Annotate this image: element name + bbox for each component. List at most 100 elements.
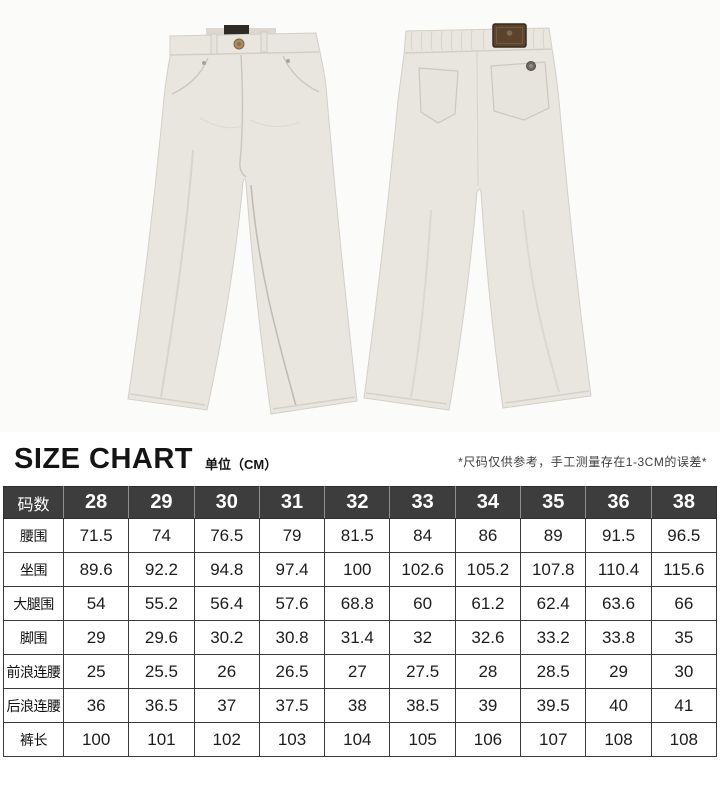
size-column-header: 38	[650, 486, 718, 519]
size-value-cell: 41	[650, 688, 718, 723]
size-value-cell: 63.6	[585, 586, 652, 621]
size-value-cell: 104	[324, 722, 391, 757]
medusa-button-center	[529, 64, 533, 68]
size-value-cell: 29.6	[128, 620, 195, 655]
size-table-head: 码数 28 29 30 31 32 33 34 35 36 38	[3, 486, 718, 519]
measurement-row: 前浪连腰 25 25.5 26 26.5 27 27.5 28 28.5 29 30	[3, 654, 718, 689]
measurement-row-label: 坐围	[3, 552, 64, 587]
size-value-cell: 61.2	[454, 586, 522, 621]
fly-seam	[239, 54, 247, 178]
size-value-cell: 29	[62, 620, 130, 655]
size-value-cell: 108	[650, 722, 718, 757]
center-back-seam	[476, 51, 479, 187]
front-pocket-left	[171, 57, 209, 95]
elastic-waistband-gathers	[410, 28, 545, 51]
size-value-cell: 55.2	[128, 586, 195, 621]
patch-inner-frame	[496, 27, 523, 44]
pants-product-image	[127, 23, 592, 415]
patch-emblem-icon	[506, 30, 513, 36]
back-pocket-right	[490, 61, 550, 121]
hem-stitch	[365, 392, 448, 405]
size-value-cell: 54	[62, 586, 130, 621]
size-value-cell: 30.8	[258, 620, 326, 655]
measurement-row-label: 前浪连腰	[3, 654, 64, 689]
size-value-cell: 40	[585, 688, 652, 723]
size-column-header: 33	[389, 486, 456, 519]
size-value-cell: 100	[62, 722, 130, 757]
size-value-cell: 33.2	[520, 620, 587, 655]
size-value-cell: 27	[324, 654, 391, 689]
size-value-cell: 37	[193, 688, 260, 723]
leg-crease	[160, 149, 194, 398]
size-value-cell: 94.8	[193, 552, 260, 587]
hem-stitch	[272, 396, 356, 410]
size-chart-table: 码数 28 29 30 31 32 33 34 35 36 38 腰围 71.5 74 76.5 79 81…	[3, 486, 718, 757]
size-value-cell: 26	[193, 654, 260, 689]
size-value-cell: 38.5	[389, 688, 456, 723]
size-column-header: 35	[520, 486, 587, 519]
size-value-cell: 33.8	[585, 620, 652, 655]
measurement-row-label: 裤长	[3, 722, 64, 757]
measurement-row: 大腿围 54 55.2 56.4 57.6 68.8 60 61.2 62.4 63.6 66	[3, 586, 718, 621]
measurement-row: 脚围 29 29.6 30.2 30.8 31.4 32 32.6 33.2 33.8 35	[3, 620, 718, 655]
size-value-cell: 105	[389, 722, 456, 757]
measurement-row-label: 腰围	[3, 518, 64, 553]
back-pocket-left	[418, 67, 459, 124]
size-value-cell: 68.8	[324, 586, 391, 621]
rivet-icon	[286, 59, 290, 63]
measurement-row-label: 脚围	[3, 620, 64, 655]
size-value-cell: 39	[454, 688, 522, 723]
size-value-cell: 29	[585, 654, 652, 689]
size-value-cell: 32	[389, 620, 456, 655]
wrinkle-line	[249, 119, 301, 128]
unit-label: 单位（CM）	[205, 456, 278, 472]
size-table-body: 腰围 71.5 74 76.5 79 81.5 84 86 89 91.5 96.5 坐围 89.6 92…	[3, 518, 718, 757]
size-value-cell: 110.4	[585, 552, 652, 587]
size-value-cell: 32.6	[454, 620, 522, 655]
size-value-cell: 37.5	[258, 688, 326, 723]
size-value-cell: 27.5	[389, 654, 456, 689]
belt-loop	[210, 33, 218, 55]
rivet-icon	[202, 61, 206, 65]
size-value-cell: 101	[128, 722, 195, 757]
front-pocket-right	[282, 55, 320, 93]
wrinkle-line	[199, 117, 243, 129]
size-value-cell: 84	[389, 518, 456, 553]
measurement-row: 裤长 100 101 102 103 104 105 106 107 108 108	[3, 722, 718, 757]
size-value-cell: 92.2	[128, 552, 195, 587]
measurement-row: 腰围 71.5 74 76.5 79 81.5 84 86 89 91.5 96.5	[3, 518, 718, 553]
belt-loop	[260, 31, 268, 53]
size-column-header: 36	[585, 486, 652, 519]
size-value-cell: 115.6	[650, 552, 718, 587]
size-value-cell: 105.2	[454, 552, 522, 587]
size-value-cell: 28.5	[520, 654, 587, 689]
size-value-cell: 107.8	[520, 552, 587, 587]
size-column-header: 29	[128, 486, 195, 519]
measurement-row: 后浪连腰 36 36.5 37 37.5 38 38.5 39 39.5 40 41	[3, 688, 718, 723]
size-value-cell: 106	[454, 722, 522, 757]
size-value-cell: 81.5	[324, 518, 391, 553]
size-column-header: 31	[258, 486, 326, 519]
hem-stitch	[504, 390, 590, 404]
size-value-cell: 89.6	[62, 552, 130, 587]
waistband-stitch	[169, 51, 320, 56]
size-value-cell: 31.4	[324, 620, 391, 655]
pants-back-photo	[363, 23, 592, 411]
size-value-cell: 66	[650, 586, 718, 621]
size-value-cell: 97.4	[258, 552, 326, 587]
pants-back-body	[363, 27, 592, 411]
size-column-header: 28	[62, 486, 130, 519]
size-chart-header: SIZE CHART 单位（CM） *尺码仅供参考，手工测量存在1-3CM的误差…	[0, 432, 720, 474]
size-value-cell: 74	[128, 518, 195, 553]
product-photo-section	[127, 23, 592, 415]
waistband-stitch	[404, 48, 553, 54]
size-chart-title: SIZE CHART	[14, 442, 193, 475]
leg-crease	[410, 209, 432, 398]
pants-front-body	[127, 32, 358, 415]
size-value-cell: 96.5	[650, 518, 718, 553]
size-value-cell: 26.5	[258, 654, 326, 689]
size-value-cell: 56.4	[193, 586, 260, 621]
size-value-cell: 35	[650, 620, 718, 655]
size-value-cell: 102	[193, 722, 260, 757]
size-value-cell: 76.5	[193, 518, 260, 553]
